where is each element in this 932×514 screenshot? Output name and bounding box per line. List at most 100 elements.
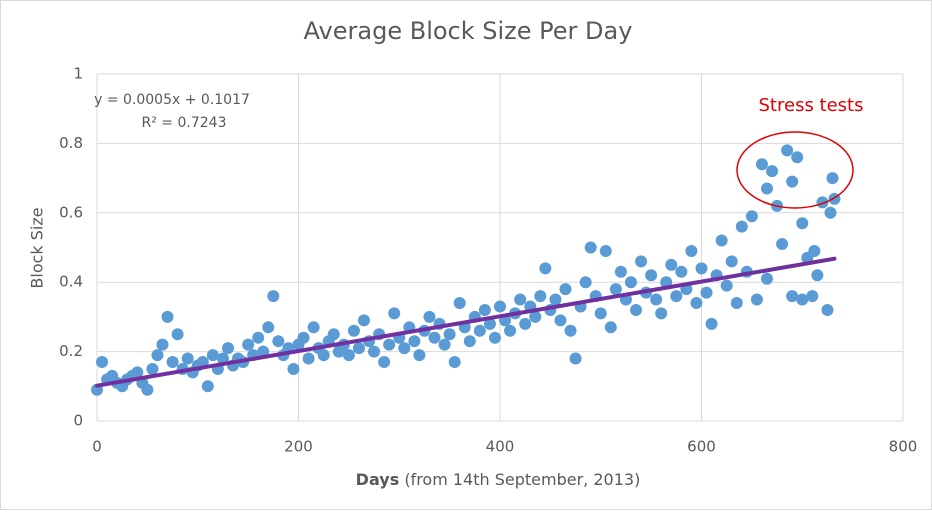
y-tick-label: 0.8 xyxy=(59,134,83,152)
point xyxy=(428,331,441,344)
y-tick-label: 0.4 xyxy=(59,273,83,291)
point xyxy=(473,324,486,337)
point xyxy=(201,380,214,393)
point xyxy=(670,290,683,303)
point xyxy=(609,283,622,296)
y-tick-label: 0.6 xyxy=(59,203,83,221)
point xyxy=(760,272,773,285)
point xyxy=(131,366,144,379)
point xyxy=(272,335,285,348)
point xyxy=(443,328,456,341)
point xyxy=(594,307,607,320)
point xyxy=(730,297,743,310)
point xyxy=(534,290,547,303)
point xyxy=(808,244,821,257)
point xyxy=(242,338,255,351)
point xyxy=(342,349,355,362)
x-axis-label: Days (from 14th September, 2013) xyxy=(356,470,641,489)
point xyxy=(327,328,340,341)
point xyxy=(750,293,763,306)
point xyxy=(453,297,466,310)
point xyxy=(463,335,476,348)
point xyxy=(826,172,839,185)
point xyxy=(398,342,411,355)
point xyxy=(796,293,809,306)
point xyxy=(635,255,648,268)
point xyxy=(791,151,804,164)
point xyxy=(655,307,668,320)
point xyxy=(519,317,532,330)
y-tick-label: 0.2 xyxy=(59,342,83,360)
point xyxy=(821,303,834,316)
point xyxy=(685,244,698,257)
point xyxy=(690,297,703,310)
point xyxy=(448,356,461,369)
point xyxy=(171,328,184,341)
point xyxy=(604,321,617,334)
point xyxy=(504,324,517,337)
point xyxy=(549,293,562,306)
annotation: Stress tests xyxy=(759,95,864,116)
point xyxy=(146,362,159,375)
point xyxy=(317,349,330,362)
point xyxy=(760,182,773,195)
point xyxy=(438,338,451,351)
y-tick-label: 1 xyxy=(73,65,83,83)
x-tick-label: 800 xyxy=(889,438,918,456)
point xyxy=(579,276,592,289)
point xyxy=(378,356,391,369)
point xyxy=(206,349,219,362)
point xyxy=(352,342,365,355)
point xyxy=(156,338,169,351)
point xyxy=(413,349,426,362)
point xyxy=(388,307,401,320)
point xyxy=(488,331,501,344)
point xyxy=(584,241,597,254)
point xyxy=(141,383,154,396)
point xyxy=(614,265,627,278)
x-tick-label: 0 xyxy=(92,438,102,456)
point xyxy=(357,314,370,327)
point xyxy=(715,234,728,247)
point xyxy=(695,262,708,275)
y-axis-label: Block Size xyxy=(28,207,47,288)
point xyxy=(297,331,310,344)
x-tick-label: 400 xyxy=(486,438,515,456)
point xyxy=(599,244,612,257)
point xyxy=(755,158,768,171)
point xyxy=(554,314,567,327)
point xyxy=(786,290,799,303)
point xyxy=(645,269,658,282)
point xyxy=(796,217,809,230)
point xyxy=(483,317,496,330)
point xyxy=(302,352,315,365)
point xyxy=(776,238,789,251)
x-tick-label: 200 xyxy=(284,438,313,456)
point xyxy=(221,342,234,355)
point xyxy=(383,338,396,351)
point xyxy=(725,255,738,268)
point xyxy=(650,293,663,306)
point xyxy=(665,258,678,271)
trend-equation: y = 0.0005x + 0.1017 xyxy=(94,92,250,108)
x-axis-label-bold: Days xyxy=(356,470,400,489)
marks xyxy=(91,144,841,396)
chart-title: Average Block Size Per Day xyxy=(304,17,633,45)
point xyxy=(745,210,758,223)
point xyxy=(720,279,733,292)
point xyxy=(811,269,824,282)
point xyxy=(806,290,819,303)
trendline xyxy=(95,256,837,388)
point xyxy=(816,196,829,209)
point xyxy=(181,352,194,365)
point xyxy=(151,349,164,362)
point xyxy=(262,321,275,334)
point xyxy=(307,321,320,334)
point xyxy=(161,310,174,323)
point xyxy=(494,300,506,313)
point xyxy=(705,317,718,330)
point xyxy=(766,165,779,178)
point xyxy=(347,324,360,337)
point xyxy=(96,356,109,369)
